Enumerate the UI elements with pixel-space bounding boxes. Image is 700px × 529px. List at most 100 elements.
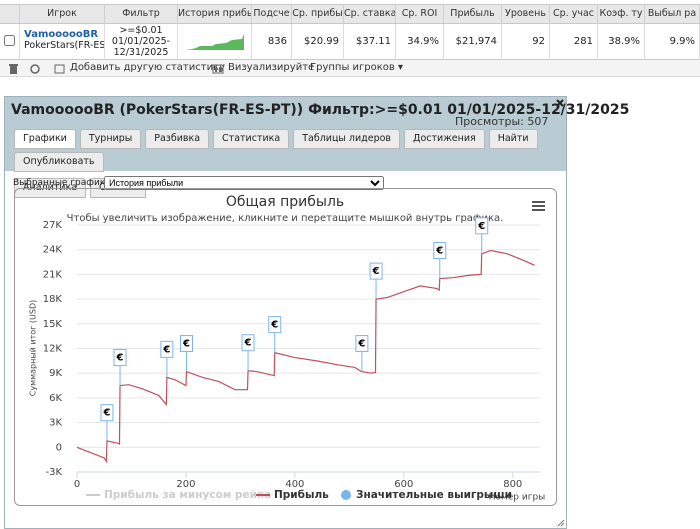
stat-cell: $37.11: [344, 24, 396, 60]
stat-cell: 92: [502, 24, 550, 60]
flag: [268, 316, 282, 334]
header-cell: [0, 4, 20, 24]
y-tick-label: 27K: [43, 220, 63, 231]
legend-item[interactable]: Значительные выигрыши: [356, 489, 512, 501]
flag: [433, 242, 447, 260]
groups-button[interactable]: Группы игроков ▾: [310, 62, 403, 73]
x-axis-label: Номер игры: [489, 493, 546, 503]
stat-cell: $20.99: [292, 24, 344, 60]
flag: [179, 335, 193, 353]
flag: [100, 404, 114, 422]
y-tick-label: 0: [56, 442, 62, 453]
profit-line: [76, 249, 535, 464]
header-cell: Прибыль: [444, 4, 502, 24]
cell: [0, 24, 20, 60]
chart-selector[interactable]: История прибыли: [104, 176, 384, 190]
y-tick-label: 21K: [43, 269, 63, 280]
chart-frame: [14, 188, 557, 506]
stat-cell: 836: [252, 24, 292, 60]
header-cell: История прибы: [178, 4, 252, 24]
cell: [178, 24, 252, 60]
flag: [113, 349, 127, 367]
row-checkbox[interactable]: [4, 35, 15, 46]
x-tick-label: 0: [74, 479, 80, 490]
flag: [369, 262, 383, 280]
y-tick-label: 3K: [49, 418, 62, 429]
cell: >=$0.01 01/01/2025- 12/31/2025: [105, 24, 178, 60]
selector-label: Выбранные графики:: [13, 178, 115, 188]
filter-line: >=$0.01: [119, 25, 163, 36]
stat-cell: 34.9%: [396, 24, 444, 60]
chart-icon: [212, 64, 224, 74]
filter-line: 01/01/2025-: [111, 36, 171, 47]
menu-button[interactable]: [532, 201, 545, 211]
flag-label: €: [372, 266, 380, 277]
y-axis-label: Суммарный итог (USD): [29, 300, 38, 397]
header-cell: Ср. прибы: [292, 4, 344, 24]
flag-label: €: [244, 338, 252, 349]
stat-cell: 38.9%: [598, 24, 645, 60]
tabs: Графики Турниры Разбивка Статистика Таблицы …: [14, 126, 554, 198]
player-site: PokerStars(FR-ES-P: [24, 40, 105, 51]
y-tick-label: 9K: [49, 368, 62, 379]
resize-handle: [557, 519, 565, 527]
header-cell: Коэф. ту: [598, 4, 645, 24]
player-name[interactable]: VamoooooBR: [24, 29, 99, 40]
header-cell: Подсче: [252, 4, 292, 24]
header-cell: Игрок: [20, 4, 105, 24]
tab[interactable]: Достижения: [404, 129, 485, 149]
flag: [475, 217, 489, 235]
tab[interactable]: Статистика: [213, 129, 290, 149]
flag: [160, 340, 174, 358]
x-tick-label: 200: [176, 479, 195, 490]
flag: [355, 335, 369, 353]
tab-row: Графики Турниры Разбивка Статистика Таблицы …: [14, 126, 554, 172]
visualize-button[interactable]: Визуализируйте: [228, 62, 315, 73]
legend-symbol: [341, 490, 351, 500]
tab[interactable]: Опубликовать: [14, 152, 104, 172]
y-tick-label: 15K: [43, 319, 63, 330]
header-cell: Ср. учас: [550, 4, 598, 24]
chart-subtitle: Чтобы увеличить изображение, кликните и …: [67, 213, 504, 224]
x-tick-label: 800: [503, 479, 522, 490]
tab[interactable]: Турниры: [79, 129, 142, 149]
chart-title: Общая прибыль: [226, 194, 344, 210]
y-tick-label: -3K: [45, 467, 62, 478]
flag-label: €: [162, 344, 170, 355]
y-tick-label: 6K: [49, 393, 62, 404]
header-cell: Ср. ROI: [396, 4, 444, 24]
header-cell: Фильтр: [105, 4, 178, 24]
header-cell: Ср. ставка: [344, 4, 396, 24]
flag-label: €: [102, 408, 110, 419]
flag-label: €: [270, 320, 278, 331]
tab[interactable]: Найти: [488, 129, 538, 149]
add-stats-button[interactable]: Добавить другую статистику: [70, 62, 226, 73]
views-count: Просмотры: 507: [455, 115, 549, 128]
flag-label: €: [357, 339, 365, 350]
flag-label: €: [435, 246, 443, 257]
y-tick-label: 18K: [43, 294, 63, 305]
stat-cell: $21,974: [444, 24, 502, 60]
flag-label: €: [182, 339, 190, 350]
toolbar-icons: [9, 64, 65, 74]
legend-item[interactable]: Прибыль за минусом рейка: [104, 489, 271, 501]
dialog-title: VamoooooBR (PokerStars(FR-ES-PT)) Фильтр…: [11, 102, 630, 118]
flag: [241, 334, 255, 352]
dialog: VamoooooBR (PokerStars(FR-ES-PT)) Фильтр…: [4, 96, 629, 529]
y-tick-label: 24K: [43, 245, 63, 256]
sparkline: [186, 34, 244, 50]
x-tick-label: 600: [394, 479, 413, 490]
toolbar: Добавить другую статистику Визуализируйт…: [0, 60, 700, 77]
filter-line: 12/31/2025: [113, 47, 169, 58]
x-tick-label: 400: [285, 479, 304, 490]
tab[interactable]: Разбивка: [145, 129, 210, 149]
flag-label: €: [116, 353, 124, 364]
y-tick-label: 12K: [43, 344, 63, 355]
stat-cell: 281: [550, 24, 598, 60]
legend-item[interactable]: Прибыль: [274, 489, 329, 501]
close-button[interactable]: [555, 98, 565, 108]
tab[interactable]: Таблицы лидеров: [293, 129, 401, 149]
